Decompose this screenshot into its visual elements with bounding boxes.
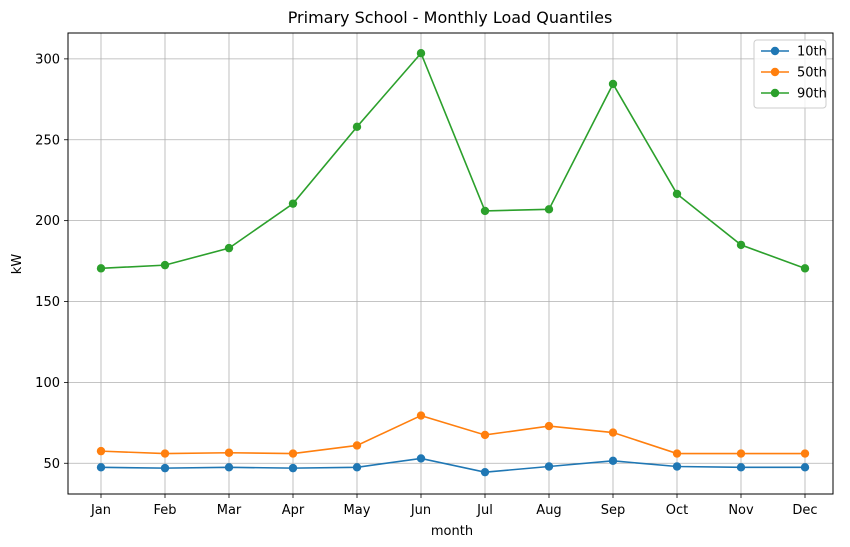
data-point xyxy=(544,421,554,431)
x-tick-label: Jul xyxy=(476,503,493,518)
legend: 10th 50th 90th xyxy=(753,39,827,109)
data-point xyxy=(288,199,298,208)
data-point xyxy=(800,264,810,273)
legend-label: 10th xyxy=(797,45,827,60)
y-tick-label: 300 xyxy=(35,52,60,67)
x-tick-label: Jun xyxy=(410,503,431,518)
x-tick-label: Apr xyxy=(282,503,305,518)
data-point xyxy=(96,463,106,472)
data-point xyxy=(224,463,234,472)
data-point xyxy=(480,430,490,440)
data-point xyxy=(352,441,362,450)
axis-ticks: Jan Feb Mar Apr May Jun Jul Aug Sep Oct Nov Dec 50 10… xyxy=(35,52,817,518)
data-point xyxy=(480,206,490,216)
data-point xyxy=(608,456,618,466)
x-tick-label: Oct xyxy=(666,503,688,518)
y-tick-label: 200 xyxy=(35,214,60,229)
legend-marker xyxy=(770,67,780,77)
data-point xyxy=(416,454,426,463)
data-point xyxy=(736,449,746,458)
data-point xyxy=(96,264,106,273)
data-point xyxy=(480,467,490,477)
legend-label: 50th xyxy=(797,66,827,81)
x-axis-title: month xyxy=(431,524,473,539)
data-point xyxy=(288,449,298,458)
data-point xyxy=(288,463,298,473)
data-point xyxy=(160,260,170,270)
data-point xyxy=(224,448,234,457)
data-point xyxy=(672,449,682,458)
data-point xyxy=(160,449,170,458)
x-tick-label: Dec xyxy=(792,503,817,518)
legend-label: 90th xyxy=(797,87,827,102)
x-tick-label: May xyxy=(344,503,371,518)
x-tick-label: Feb xyxy=(153,503,176,518)
data-point xyxy=(736,463,746,472)
legend-marker xyxy=(770,88,780,98)
series-lines xyxy=(96,49,810,477)
x-tick-label: Jan xyxy=(90,503,111,518)
x-tick-label: Mar xyxy=(217,503,242,518)
data-point xyxy=(608,79,618,89)
data-point xyxy=(544,462,554,471)
y-axis-title: kW xyxy=(10,254,25,275)
data-point xyxy=(416,411,426,420)
data-point xyxy=(160,463,170,473)
y-tick-label: 100 xyxy=(35,376,60,391)
data-point xyxy=(800,463,810,472)
data-point xyxy=(544,205,554,214)
x-tick-label: Aug xyxy=(536,503,561,518)
data-point xyxy=(224,243,234,253)
data-point xyxy=(96,446,106,456)
x-tick-label: Sep xyxy=(601,503,626,518)
legend-items: 10th 50th 90th xyxy=(761,45,827,102)
y-tick-label: 150 xyxy=(35,295,60,310)
series-10th xyxy=(96,454,810,477)
data-point xyxy=(800,449,810,458)
chart-title: Primary School - Monthly Load Quantiles xyxy=(288,8,613,27)
y-tick-label: 50 xyxy=(43,457,60,472)
data-point xyxy=(672,189,682,199)
y-tick-label: 250 xyxy=(35,133,60,148)
data-point xyxy=(416,49,426,58)
data-point xyxy=(608,428,618,437)
series-50th xyxy=(96,411,810,458)
series-line xyxy=(100,414,805,455)
plot-frame xyxy=(67,32,834,495)
series-line xyxy=(100,51,806,270)
data-point xyxy=(352,122,362,132)
data-point xyxy=(672,462,682,471)
data-point xyxy=(352,463,362,472)
data-point xyxy=(736,240,746,250)
series-90th xyxy=(96,49,810,273)
grid-lines xyxy=(68,33,833,494)
legend-marker xyxy=(770,46,780,56)
x-tick-label: Nov xyxy=(728,503,754,518)
series-line xyxy=(100,457,805,473)
